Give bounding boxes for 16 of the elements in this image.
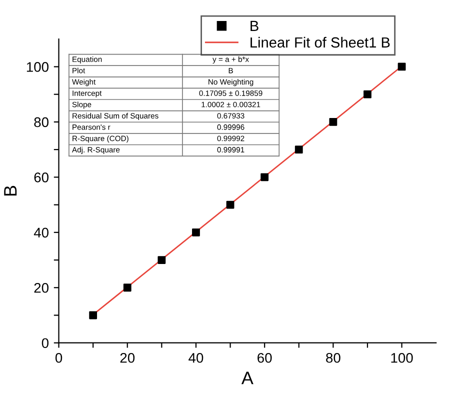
y-tick-label: 40 <box>34 228 49 238</box>
x-axis-title: A <box>241 372 254 384</box>
y-tick-label: 0 <box>42 338 49 348</box>
y-tick-label: 20 <box>34 282 49 293</box>
x-tick-label: 100 <box>391 352 413 363</box>
x-tick-label: 40 <box>188 352 204 363</box>
x-tick-label: 0 <box>55 352 62 363</box>
x-tick-label: 80 <box>326 352 340 363</box>
x-tick-label: 20 <box>120 352 135 363</box>
x-tick-label: 60 <box>258 352 272 363</box>
y-axis-title: B <box>4 186 17 196</box>
y-tick-label: 80 <box>34 117 49 128</box>
legend-label: B <box>250 20 258 31</box>
y-tick-label: 60 <box>34 172 49 182</box>
y-tick-label: 100 <box>26 62 49 72</box>
legend-label: Linear Fit of Sheet1 B <box>250 36 390 48</box>
